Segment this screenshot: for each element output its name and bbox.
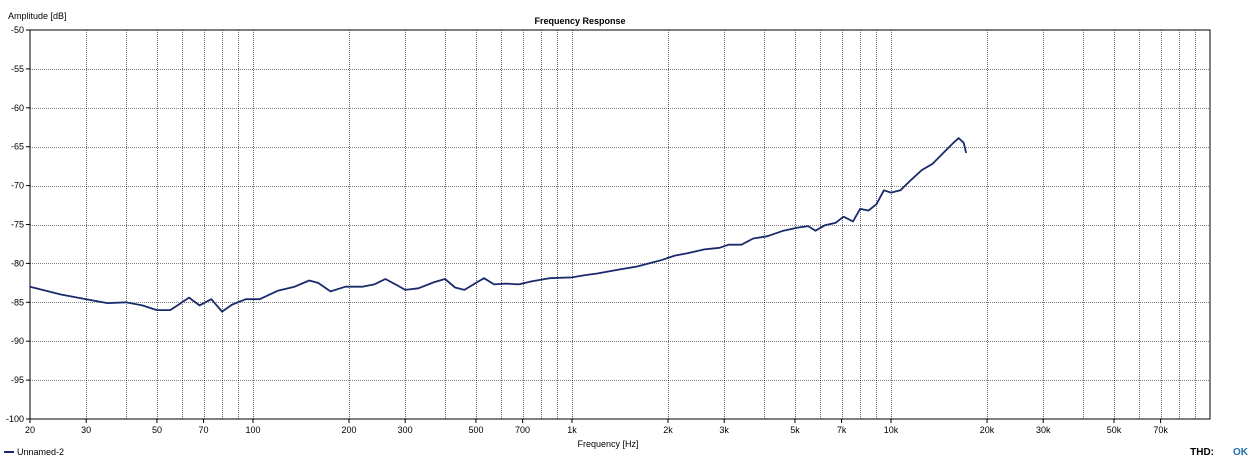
- thd-label: THD:: [1190, 447, 1214, 458]
- grid: [30, 30, 1210, 419]
- x-tick-label: 5k: [790, 425, 800, 435]
- thd-value: OK: [1233, 447, 1249, 458]
- x-tick-label: 70k: [1153, 425, 1168, 435]
- x-tick-label: 20k: [980, 425, 995, 435]
- series-line: [29, 137, 967, 313]
- x-tick-label: 50: [152, 425, 162, 435]
- x-tick-label: 100: [245, 425, 260, 435]
- x-tick-label: 7k: [837, 425, 847, 435]
- y-tick-label: -50: [11, 25, 24, 35]
- plot-frame: [29, 29, 1211, 420]
- y-tick-label: -90: [11, 336, 24, 346]
- x-tick-label: 50k: [1107, 425, 1122, 435]
- x-tick-label: 300: [398, 425, 413, 435]
- x-tick-label: 70: [199, 425, 209, 435]
- x-tick-label: 700: [515, 425, 530, 435]
- x-tick-label: 30k: [1036, 425, 1051, 435]
- y-axis-label: Amplitude [dB]: [8, 11, 67, 21]
- x-tick-label: 20: [25, 425, 35, 435]
- y-tick-label: -95: [11, 375, 24, 385]
- y-tick-label: -60: [11, 103, 24, 113]
- legend: Unnamed-2: [4, 447, 64, 457]
- legend-label-series: Unnamed-2: [17, 447, 64, 457]
- y-tick-label: -80: [11, 258, 24, 268]
- y-tick-label: -55: [11, 64, 24, 74]
- x-tick-label: 10k: [884, 425, 899, 435]
- thd-status: THD: OK: [1190, 447, 1249, 458]
- x-tick-label: 30: [81, 425, 91, 435]
- y-tick-label: -100: [6, 414, 24, 424]
- series-layer: [29, 137, 967, 313]
- x-axis-label: Frequency [Hz]: [577, 439, 638, 449]
- x-tick-label: 500: [468, 425, 483, 435]
- y-tick-label: -65: [11, 142, 24, 152]
- y-tick-label: -85: [11, 297, 24, 307]
- y-tick-label: -75: [11, 220, 24, 230]
- x-tick-label: 2k: [663, 425, 673, 435]
- x-tick-label: 200: [341, 425, 356, 435]
- x-tick-label: 3k: [719, 425, 729, 435]
- x-tick-label: 1k: [567, 425, 577, 435]
- chart-title: Frequency Response: [534, 16, 625, 26]
- y-tick-label: -70: [11, 181, 24, 191]
